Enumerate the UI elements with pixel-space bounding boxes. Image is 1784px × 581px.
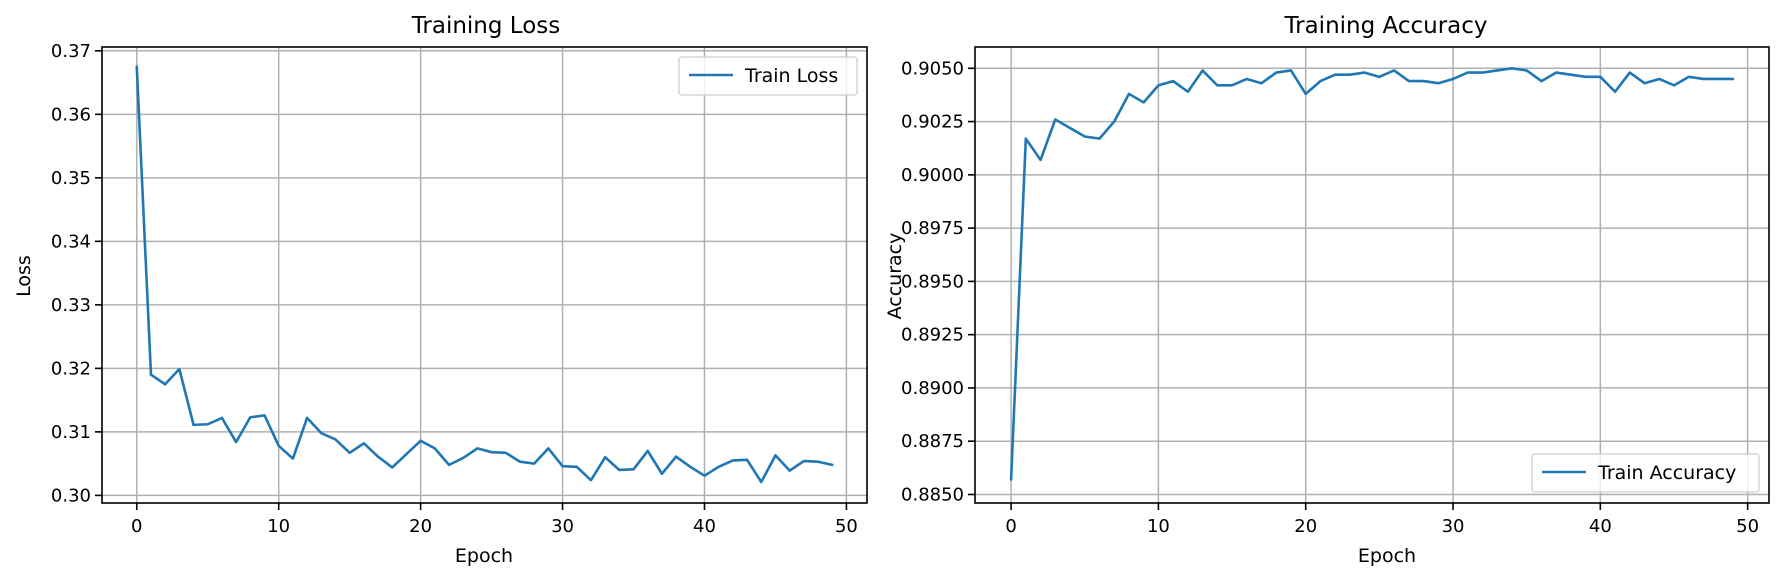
loss-legend: Train Loss xyxy=(678,56,858,96)
loss-y-tick-label: 0.33 xyxy=(51,295,91,316)
accuracy-series xyxy=(1009,67,1735,481)
accuracy-x-tick-label: 20 xyxy=(1294,516,1317,537)
accuracy-chart-title: Training Accuracy xyxy=(1283,13,1487,39)
accuracy-y-tick-label: 0.8875 xyxy=(901,431,964,452)
accuracy-x-tick-label: 10 xyxy=(1147,516,1170,537)
loss-x-axis-label: Epoch xyxy=(455,545,513,567)
loss-x-tick-label: 10 xyxy=(267,516,290,537)
accuracy-legend: Train Accuracy xyxy=(1531,453,1760,493)
accuracy-y-tick-label: 0.8850 xyxy=(901,484,964,505)
accuracy-y-tick-label: 0.9025 xyxy=(901,112,964,133)
accuracy-y-tick-label: 0.9000 xyxy=(901,165,964,186)
loss-y-axis-label: Loss xyxy=(13,255,35,297)
accuracy-x-tick-label: 0 xyxy=(1005,516,1016,537)
accuracy-y-ticks: 0.8850 0.8875 0.8900 0.8925 0.8950 0.8975 0.90… xyxy=(901,58,975,505)
accuracy-grid xyxy=(975,47,1769,503)
loss-series xyxy=(135,65,834,484)
accuracy-x-ticks: 0 10 20 30 40 50 xyxy=(1005,503,1759,537)
loss-y-tick-label: 0.35 xyxy=(51,168,91,189)
accuracy-y-tick-label: 0.8950 xyxy=(901,271,964,292)
loss-y-tick-label: 0.36 xyxy=(51,104,91,125)
loss-x-tick-label: 50 xyxy=(835,516,858,537)
loss-panel: Training Loss 0 10 20 30 40 50 0.300.310.320.… xyxy=(13,13,868,567)
loss-x-ticks: 0 10 20 30 40 50 xyxy=(131,503,858,537)
accuracy-series-line xyxy=(1009,67,1735,481)
loss-grid xyxy=(102,47,867,503)
loss-y-tick-label: 0.31 xyxy=(51,422,91,443)
loss-series-line xyxy=(135,65,834,484)
loss-axes-frame xyxy=(101,46,868,504)
accuracy-legend-label: Train Accuracy xyxy=(1597,462,1736,484)
accuracy-y-tick-label: 0.8975 xyxy=(901,218,964,239)
accuracy-x-tick-label: 50 xyxy=(1736,516,1759,537)
accuracy-y-tick-label: 0.8925 xyxy=(901,325,964,346)
accuracy-x-tick-label: 40 xyxy=(1589,516,1612,537)
accuracy-y-axis-label: Accuracy xyxy=(884,233,906,320)
accuracy-x-axis-label: Epoch xyxy=(1358,545,1416,567)
loss-legend-label: Train Loss xyxy=(744,65,838,87)
accuracy-legend-box xyxy=(1531,453,1760,493)
loss-x-tick-label: 0 xyxy=(131,516,142,537)
loss-chart-title: Training Loss xyxy=(411,13,561,39)
loss-x-tick-label: 20 xyxy=(409,516,432,537)
loss-x-tick-label: 30 xyxy=(551,516,574,537)
loss-y-tick-label: 0.30 xyxy=(51,485,91,506)
loss-y-tick-label: 0.34 xyxy=(51,231,91,252)
loss-y-ticks: 0.30 0.31 0.32 0.33 0.34 0.35 0.36 0.37 xyxy=(51,41,102,506)
accuracy-panel: Training Accuracy 0 10 20 30 40 50 0.88500.88… xyxy=(884,13,1770,567)
loss-legend-box xyxy=(678,56,858,96)
accuracy-y-tick-label: 0.8900 xyxy=(901,378,964,399)
accuracy-x-tick-label: 30 xyxy=(1442,516,1465,537)
loss-y-tick-label: 0.37 xyxy=(51,41,91,62)
accuracy-axes-frame xyxy=(974,46,1770,504)
loss-x-tick-label: 40 xyxy=(693,516,716,537)
accuracy-y-tick-label: 0.9050 xyxy=(901,58,964,79)
loss-y-tick-label: 0.32 xyxy=(51,358,91,379)
